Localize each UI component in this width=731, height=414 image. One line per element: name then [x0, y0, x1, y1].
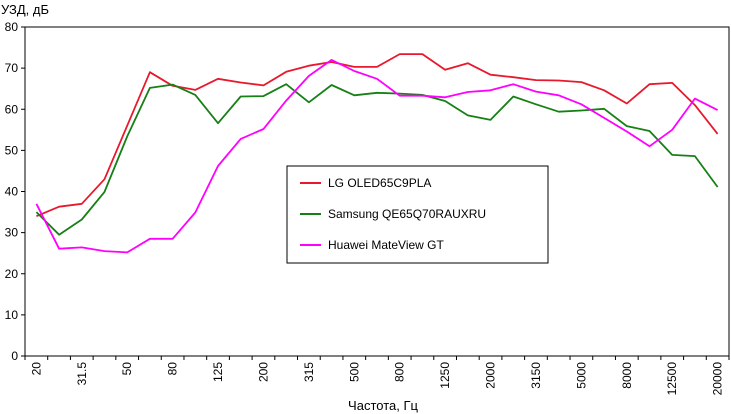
- y-tick-label: 10: [5, 308, 19, 322]
- series-line-3: [35, 59, 719, 254]
- x-tick-label: 31.5: [75, 362, 89, 386]
- x-tick-label: 8000: [620, 362, 634, 389]
- y-tick-label: 50: [5, 143, 19, 157]
- x-tick-label: 12500: [665, 362, 679, 396]
- y-tick-label: 80: [5, 20, 19, 34]
- plot-area: [24, 26, 730, 357]
- x-tick-label: 125: [211, 362, 225, 382]
- y-axis: 0 10 20 30 40 50 60 70 80: [5, 20, 25, 363]
- y-axis-label: УЗД, дБ: [1, 2, 49, 17]
- legend-entry: Samsung QE65Q70RAUXRU: [328, 207, 486, 221]
- x-tick-label: 5000: [574, 362, 588, 389]
- x-tick-label: 3150: [529, 362, 543, 389]
- plot-frame: [24, 26, 730, 357]
- x-tick-label: 80: [166, 362, 180, 376]
- x-tick-label: 1250: [438, 362, 452, 389]
- legend-entry: Huawei MateView GT: [328, 238, 444, 252]
- legend-box: [286, 165, 549, 264]
- x-tick-label: 200: [256, 362, 270, 382]
- legend: LG OLED65C9PLA Samsung QE65Q70RAUXRU Huawe…: [286, 165, 549, 264]
- x-axis: 20 31.5 50 80 125 200 315 500 800 1250 2000 3150 500…: [24, 356, 730, 396]
- y-tick-label: 30: [5, 226, 19, 240]
- y-tick-label: 60: [5, 102, 19, 116]
- y-tick-label: 20: [5, 267, 19, 281]
- x-tick-label: 800: [393, 362, 407, 382]
- y-tick-label: 70: [5, 61, 19, 75]
- series-line-2: [35, 83, 719, 236]
- legend-entry: LG OLED65C9PLA: [328, 176, 431, 190]
- x-axis-label: Частота, Гц: [348, 398, 418, 413]
- x-tick-label: 2000: [484, 362, 498, 389]
- y-tick-label: 0: [11, 349, 18, 363]
- y-tick-label: 40: [5, 185, 19, 199]
- series-line-1: [36, 53, 719, 218]
- x-tick-label: 50: [120, 362, 134, 376]
- x-tick-label: 500: [347, 362, 361, 382]
- x-tick-label: 20: [29, 362, 43, 376]
- x-tick-label: 315: [302, 362, 316, 382]
- x-tick-label: 20000: [711, 362, 725, 396]
